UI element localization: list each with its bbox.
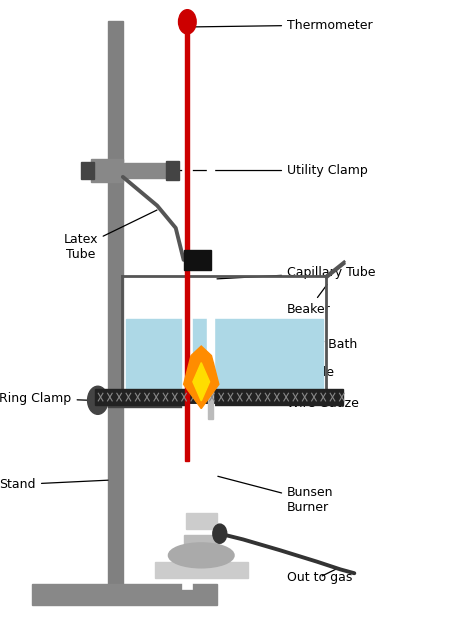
Text: Utility Clamp: Utility Clamp <box>179 164 368 177</box>
Text: Ring Clamp: Ring Clamp <box>0 392 87 405</box>
Ellipse shape <box>169 543 234 567</box>
Polygon shape <box>183 346 219 408</box>
Text: Capillary Tube: Capillary Tube <box>217 266 375 279</box>
Text: Water Bath: Water Bath <box>287 335 357 351</box>
Bar <box>207 142 214 422</box>
Circle shape <box>179 10 196 34</box>
Text: Wire Gauze: Wire Gauze <box>287 397 359 410</box>
Text: Thermometer: Thermometer <box>195 19 373 31</box>
Polygon shape <box>193 363 210 401</box>
Text: Latex
Tube: Latex Tube <box>64 210 157 261</box>
Text: Bunsen
Burner: Bunsen Burner <box>218 476 334 515</box>
Bar <box>94 389 343 405</box>
Bar <box>32 584 218 604</box>
Bar <box>183 24 191 588</box>
Bar <box>108 21 123 595</box>
Bar <box>186 513 217 529</box>
Bar <box>208 362 213 419</box>
Text: Stand: Stand <box>0 478 108 491</box>
Circle shape <box>88 387 108 414</box>
Bar <box>165 161 179 180</box>
Bar <box>185 24 189 461</box>
Bar <box>108 394 201 407</box>
Text: Out to gas: Out to gas <box>287 569 353 583</box>
Bar <box>183 535 219 545</box>
Circle shape <box>213 524 227 543</box>
Bar <box>188 405 214 542</box>
Bar <box>91 159 123 182</box>
Bar <box>124 163 168 178</box>
Text: Sample: Sample <box>216 367 334 387</box>
Text: Beaker: Beaker <box>287 285 331 315</box>
Bar <box>183 249 211 270</box>
Bar <box>81 162 94 179</box>
Bar <box>126 319 323 390</box>
Bar <box>155 562 247 578</box>
